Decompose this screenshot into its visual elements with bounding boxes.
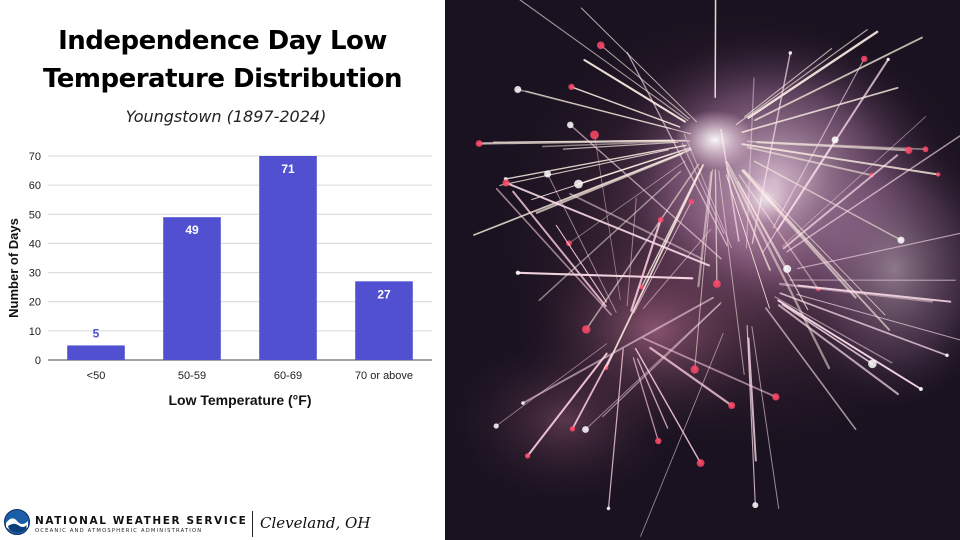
data-label: 27 [377,287,391,301]
bar [259,156,317,360]
y-tick-label: 0 [35,355,41,367]
y-tick-label: 30 [29,268,41,280]
chart-panel: Independence Day Low Temperature Distrib… [0,0,445,540]
y-tick-label: 40 [29,238,41,250]
office-name: Cleveland, OH [260,514,371,532]
y-tick-label: 70 [29,151,41,163]
x-tick-label: <50 [87,370,106,382]
bar [355,281,413,360]
y-tick-label: 20 [29,297,41,309]
x-tick-label: 60-69 [274,370,302,382]
bar-chart: 0 10 20 30 40 50 60 70 5 <50 49 50-59 71 60-69 27 70 or… [6,151,432,408]
noaa-logo-icon [4,509,30,535]
y-tick-label: 60 [29,180,41,192]
agency-subtitle: OCEANIC AND ATMOSPHERIC ADMINISTRATION [35,528,203,534]
fireworks-photo [445,0,960,540]
bar [163,217,221,360]
chart-subtitle: Youngstown (1897-2024) [125,107,327,126]
data-label: 5 [93,326,100,340]
title-line-2: Temperature Distribution [42,64,403,94]
agency-name: NATIONAL WEATHER SERVICE [35,515,248,527]
y-tick-label: 50 [29,209,41,221]
bar [67,345,125,360]
y-axis-title: Number of Days [6,218,21,318]
x-tick-label: 50-59 [178,370,206,382]
data-label: 49 [185,223,199,237]
chart-title: Independence Day Low Temperature Distrib… [0,22,445,98]
fireworks-image [445,0,960,540]
y-tick-label: 10 [29,326,41,338]
title-line-1: Independence Day Low [58,26,387,56]
x-axis-title: Low Temperature (°F) [168,392,311,408]
x-tick-label: 70 or above [355,370,413,382]
footer-divider [252,511,253,537]
footer: NATIONAL WEATHER SERVICE OCEANIC AND ATM… [0,505,445,540]
data-label: 71 [281,162,295,176]
